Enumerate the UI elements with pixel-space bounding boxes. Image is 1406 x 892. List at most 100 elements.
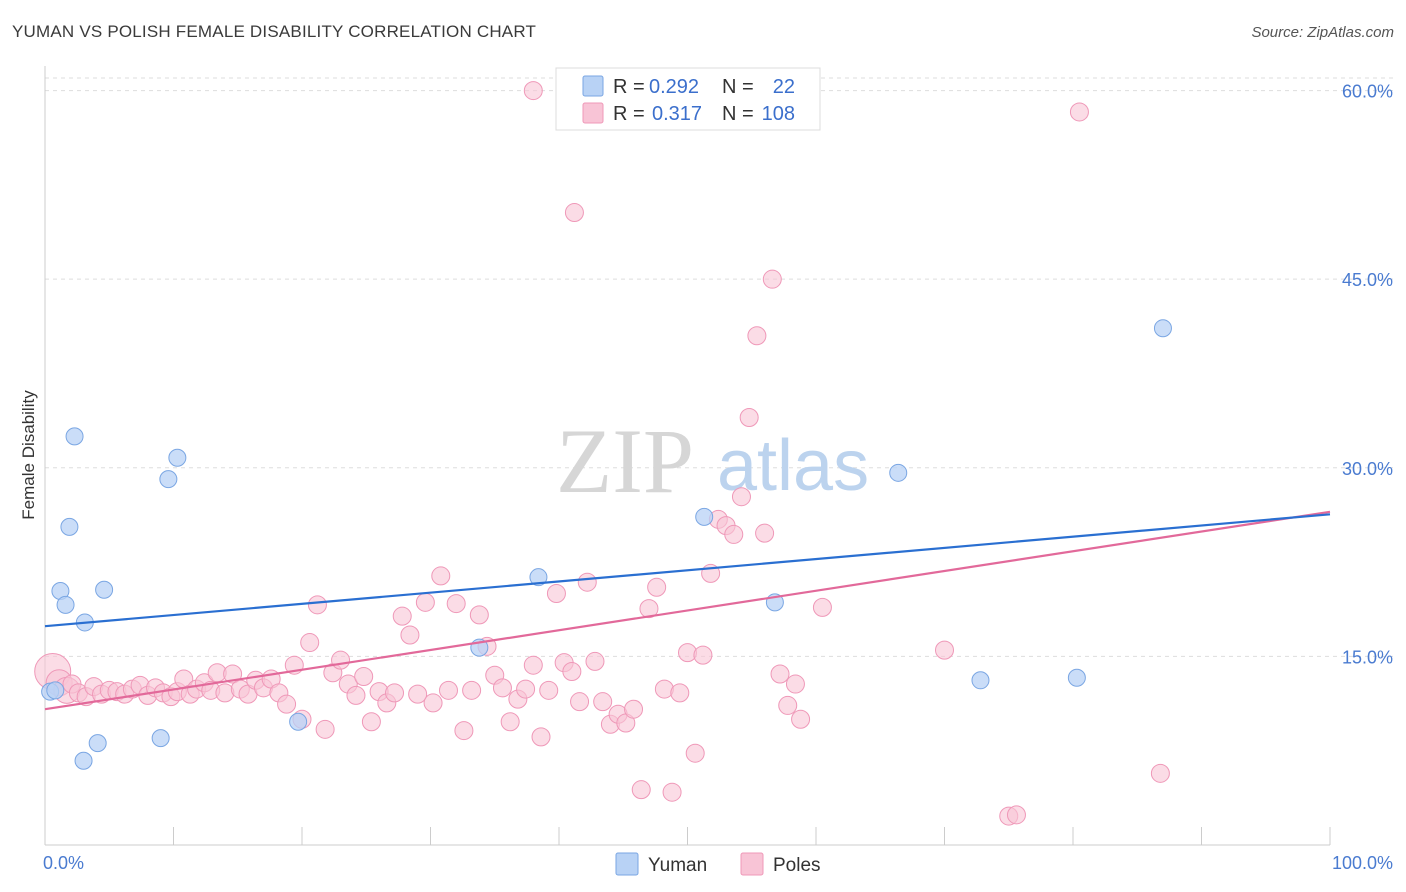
point-poles <box>400 625 420 645</box>
bottom-legend-yuman: Yuman <box>648 855 707 876</box>
point-poles <box>523 655 543 675</box>
legend-swatch-poles <box>582 102 604 124</box>
point-poles <box>277 694 297 714</box>
trendline-poles <box>44 510 1331 711</box>
point-poles <box>531 727 551 747</box>
point-poles <box>361 712 381 732</box>
point-poles <box>446 594 466 614</box>
point-poles <box>1150 763 1170 783</box>
point-poles <box>454 721 474 741</box>
point-poles <box>408 684 428 704</box>
point-yuman <box>74 751 93 770</box>
point-poles <box>570 692 590 712</box>
point-poles <box>812 597 832 617</box>
y-tick-label: 45.0% <box>1342 270 1393 290</box>
watermark-zip: ZIP <box>556 410 694 512</box>
point-yuman <box>159 470 178 489</box>
legend-r-value-yuman: 0.292 <box>649 76 699 98</box>
point-poles <box>546 584 566 604</box>
point-yuman <box>529 568 548 587</box>
point-poles <box>785 674 805 694</box>
legend-r-label: R = <box>613 103 645 125</box>
point-poles <box>346 685 366 705</box>
point-poles <box>462 680 482 700</box>
point-poles <box>693 645 713 665</box>
bottom-legend-swatch-yuman <box>615 852 639 876</box>
legend-r-value-poles: 0.317 <box>652 103 702 125</box>
point-poles <box>523 81 543 101</box>
point-poles <box>438 680 458 700</box>
y-axis-label: Female Disability <box>19 390 38 520</box>
point-yuman <box>1153 319 1172 338</box>
point-poles <box>670 683 690 703</box>
point-yuman <box>695 507 714 526</box>
point-yuman <box>95 580 114 599</box>
point-poles <box>585 651 605 671</box>
point-yuman <box>151 729 170 748</box>
axes <box>44 66 1331 846</box>
point-poles <box>778 695 798 715</box>
point-yuman <box>88 734 107 753</box>
point-poles <box>631 780 651 800</box>
point-yuman <box>1067 668 1086 687</box>
gridlines <box>45 77 1395 657</box>
point-poles <box>731 487 751 507</box>
trendline-yuman <box>44 513 1331 628</box>
point-poles <box>300 633 320 653</box>
point-yuman <box>56 595 75 614</box>
x-tick-label: 100.0% <box>1332 853 1393 873</box>
y-tick-label: 15.0% <box>1342 647 1393 667</box>
point-poles <box>624 699 644 719</box>
y-tick-label: 60.0% <box>1342 82 1393 102</box>
point-poles <box>747 326 767 346</box>
point-yuman <box>46 681 65 700</box>
x-tick-labels: 0.0% 100.0% <box>43 853 1393 873</box>
legend-n-label: N = <box>722 76 754 98</box>
point-poles <box>415 592 435 612</box>
point-poles <box>423 693 443 713</box>
point-yuman <box>60 517 79 536</box>
point-yuman <box>168 448 187 467</box>
point-poles <box>315 719 335 739</box>
legend-n-value-yuman: 22 <box>773 76 795 98</box>
point-yuman <box>889 463 908 482</box>
point-poles <box>639 599 659 619</box>
point-poles <box>724 524 744 544</box>
legend-r-label: R = <box>613 76 645 98</box>
point-poles <box>1006 805 1026 825</box>
point-yuman <box>289 712 308 731</box>
point-poles <box>223 664 243 684</box>
point-poles <box>500 712 520 732</box>
legend-n-value-poles: 108 <box>762 103 795 125</box>
point-poles <box>593 692 613 712</box>
correlation-legend: R = 0.292 N = 22 R = 0.317 N = 108 <box>555 67 821 131</box>
point-poles <box>762 269 782 289</box>
legend-swatch-yuman <box>582 75 604 97</box>
point-poles <box>307 595 327 615</box>
point-poles <box>539 680 559 700</box>
point-poles <box>770 664 790 684</box>
point-poles <box>935 640 954 660</box>
point-poles <box>516 679 536 699</box>
point-poles <box>755 523 775 543</box>
chart-title: YUMAN VS POLISH FEMALE DISABILITY CORREL… <box>12 22 537 41</box>
series-legend: Yuman Poles <box>615 852 821 876</box>
point-poles <box>392 606 412 626</box>
point-yuman <box>65 427 84 446</box>
point-poles <box>739 407 759 427</box>
point-poles <box>385 683 405 703</box>
x-tick-label: 0.0% <box>43 853 84 873</box>
point-poles <box>685 743 705 763</box>
trendlines <box>44 510 1331 711</box>
point-poles <box>331 650 351 670</box>
point-poles <box>1069 102 1089 122</box>
point-poles <box>469 605 489 625</box>
point-poles <box>564 203 584 223</box>
y-tick-label: 30.0% <box>1342 459 1393 479</box>
point-poles <box>492 678 512 698</box>
point-poles <box>662 782 682 802</box>
bottom-legend-swatch-poles <box>740 852 764 876</box>
point-poles <box>431 566 451 586</box>
point-poles <box>562 661 582 681</box>
